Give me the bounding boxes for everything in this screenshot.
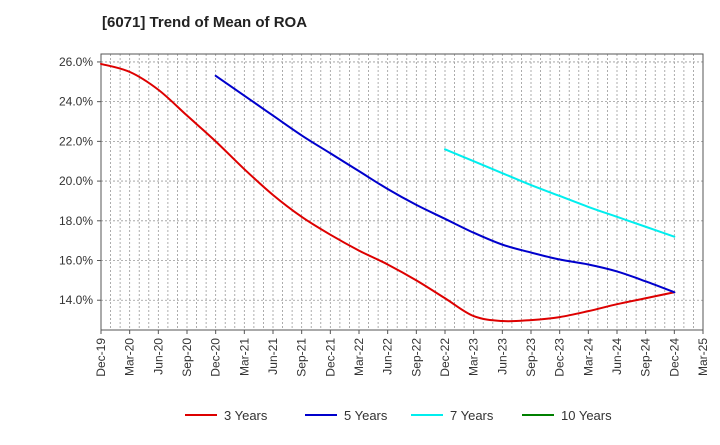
x-tick-label: Mar-21: [237, 338, 251, 376]
chart-title: [6071] Trend of Mean of ROA: [102, 14, 308, 31]
y-tick-label: 24.0%: [59, 95, 93, 109]
series-line-5-years: [214, 74, 676, 294]
y-tick-label: 14.0%: [59, 293, 93, 307]
x-tick-label: Jun-20: [151, 338, 165, 375]
legend-label-7-years: 7 Years: [450, 408, 494, 423]
y-tick-label: 18.0%: [59, 214, 93, 228]
x-tick-label: Mar-20: [123, 338, 137, 376]
x-tick-label: Jun-21: [266, 338, 280, 375]
plot-area: [101, 54, 703, 330]
plot-border: [100, 53, 704, 331]
x-tick-label: Mar-24: [581, 338, 595, 376]
y-tick-label: 20.0%: [59, 174, 93, 188]
x-tick-label: Jun-22: [381, 338, 395, 375]
legend-label-10-years: 10 Years: [561, 408, 612, 423]
y-tick-label: 22.0%: [59, 134, 93, 148]
y-tick-label: 16.0%: [59, 254, 93, 268]
x-tick-label: Sep-24: [639, 338, 653, 377]
x-tick-label: Dec-20: [209, 338, 223, 377]
legend-label-5-years: 5 Years: [344, 408, 388, 423]
legend-label-3-years: 3 Years: [224, 408, 268, 423]
x-tick-label: Dec-23: [553, 338, 567, 377]
y-tick-label: 26.0%: [59, 55, 93, 69]
x-tick-label: Dec-21: [323, 338, 337, 377]
x-tick-label: Sep-22: [409, 338, 423, 377]
x-tick-label: Dec-24: [667, 338, 681, 377]
x-tick-label: Dec-22: [438, 338, 452, 377]
x-tick-label: Mar-25: [696, 338, 710, 376]
series-line-3-years: [100, 62, 676, 323]
series-line-7-years: [444, 148, 676, 238]
x-tick-label: Sep-21: [295, 338, 309, 377]
x-tick-label: Jun-23: [495, 338, 509, 375]
x-tick-label: Dec-19: [94, 338, 108, 377]
x-tick-label: Mar-23: [467, 338, 481, 376]
x-tick-label: Mar-22: [352, 338, 366, 376]
x-tick-label: Sep-20: [180, 338, 194, 377]
x-tick-label: Sep-23: [524, 338, 538, 377]
x-tick-label: Jun-24: [610, 338, 624, 375]
